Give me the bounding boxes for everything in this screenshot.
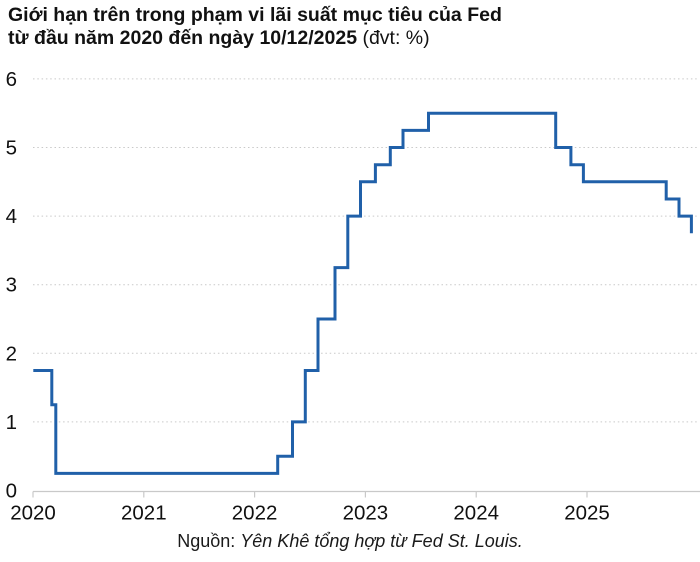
x-tick-label-2022: 2022 [232,502,278,525]
rate-step-line [33,111,693,475]
y-tick-label-6: 6 [6,68,17,91]
x-tick-label-2025: 2025 [564,502,610,525]
y-tick-label-3: 3 [6,274,17,297]
x-tick-label-2020: 2020 [10,502,56,525]
source-note: Nguồn: Yên Khê tổng hợp từ Fed St. Louis… [0,531,700,552]
source-text: Yên Khê tổng hợp từ Fed St. Louis. [240,531,523,551]
chart-title: Giới hạn trên trong phạm vi lãi suất mục… [8,4,696,50]
x-tick-label-2021: 2021 [121,502,167,525]
x-tick-label-2023: 2023 [343,502,389,525]
y-tick-label-4: 4 [6,205,17,228]
source-prefix: Nguồn: [177,531,241,551]
chart-title-line1: Giới hạn trên trong phạm vi lãi suất mục… [8,4,502,26]
y-tick-label-5: 5 [6,137,17,160]
chart-title-line2: từ đầu năm 2020 đến ngày 10/12/2025 [8,27,363,49]
y-tick-label-2: 2 [6,342,17,365]
chart-unit-label: (đvt: %) [362,27,430,49]
x-tick-label-2024: 2024 [453,502,499,525]
y-tick-label-1: 1 [6,411,17,434]
y-tick-label-0: 0 [6,480,17,503]
